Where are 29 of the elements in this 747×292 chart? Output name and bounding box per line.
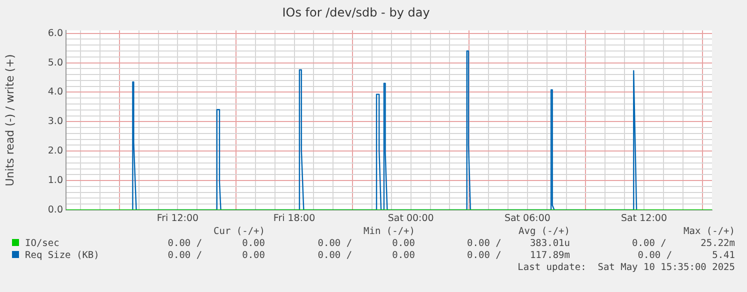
x-tick-label: Fri 12:00 (156, 213, 199, 224)
legend-label: IO/sec (24, 238, 60, 249)
y-tick-label: 1.0 (48, 175, 63, 186)
x-tick-label: Sat 12:00 (621, 213, 667, 224)
text: Cur (-/+) (214, 226, 265, 237)
text: 0.00 / 0.00 (168, 250, 265, 261)
y-tick-label: 5.0 (48, 57, 63, 68)
y-axis-title: Units read (-) / write (+) (3, 54, 16, 186)
x-tick-label: Sat 00:00 (388, 213, 434, 224)
text: 0.00 / 117.89m (467, 250, 570, 261)
text: Max (-/+) (684, 226, 735, 237)
y-tick-label: 0.0 (48, 204, 63, 216)
text: 0.00 / 0.00 (318, 250, 415, 261)
text: Avg (-/+) (518, 226, 570, 237)
y-tick-label: 4.0 (48, 86, 63, 98)
legend-label: Req Size (KB) (24, 250, 100, 261)
y-tick-label: 2.0 (48, 146, 63, 157)
text: 0.00 / 0.00 (168, 238, 265, 249)
x-tick-label: Sat 06:00 (504, 213, 550, 224)
y-tick-label: 3.0 (48, 116, 63, 128)
text: 0.00 / 0.00 (318, 238, 415, 249)
text: 0.00 / 25.22m (632, 238, 735, 249)
y-tick-label: 6.0 (48, 28, 63, 39)
text: Last update: Sat May 10 15:35:00 2025 (518, 262, 735, 273)
text: 0.00 / 383.01u (467, 238, 570, 249)
text: Min (-/+) (364, 226, 415, 237)
chart-title: IOs for /dev/sdb - by day (282, 5, 430, 20)
text: 0.00 / 5.41 (638, 250, 735, 261)
x-tick-label: Fri 18:00 (273, 213, 316, 224)
